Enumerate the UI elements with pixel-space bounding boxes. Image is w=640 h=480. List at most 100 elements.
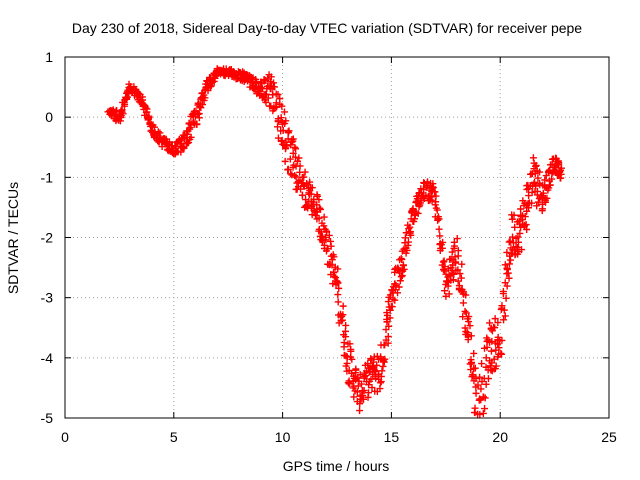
data-point-marker <box>470 349 478 357</box>
data-point-marker <box>296 162 304 170</box>
data-point-marker <box>339 302 347 310</box>
data-point-marker <box>458 260 466 268</box>
data-point-marker <box>556 174 564 182</box>
data-point-marker <box>287 170 295 178</box>
data-point-marker <box>330 253 338 261</box>
y-tick-label: 0 <box>45 109 53 125</box>
data-point-marker <box>434 216 442 224</box>
data-point-marker <box>512 243 520 251</box>
data-point-marker <box>369 358 377 366</box>
data-point-marker <box>523 225 531 233</box>
data-point-marker <box>346 340 354 348</box>
data-point-marker <box>439 258 447 266</box>
data-point-marker <box>472 389 480 397</box>
data-point-marker <box>343 359 351 367</box>
data-point-marker <box>385 322 393 330</box>
data-point-marker <box>262 98 270 106</box>
data-point-marker <box>400 265 408 273</box>
data-point-marker <box>457 274 465 282</box>
data-point-marker <box>533 202 541 210</box>
data-point-marker <box>476 395 484 403</box>
data-point-marker <box>377 372 385 380</box>
data-point-marker <box>518 246 526 254</box>
data-point-marker <box>357 380 365 388</box>
data-point-marker <box>513 243 521 251</box>
data-point-marker <box>381 341 389 349</box>
data-point-marker <box>367 375 375 383</box>
data-point-marker <box>396 277 404 285</box>
data-point-marker <box>476 410 484 418</box>
data-point-marker <box>503 265 511 273</box>
data-point-marker <box>404 238 412 246</box>
data-point-marker <box>325 231 333 239</box>
data-point-marker <box>478 360 486 368</box>
data-point-marker <box>334 279 342 287</box>
data-point-marker <box>368 384 376 392</box>
data-point-marker <box>406 223 414 231</box>
data-point-marker <box>511 223 519 231</box>
data-point-marker <box>517 205 525 213</box>
data-point-marker <box>292 173 300 181</box>
data-point-marker <box>503 248 511 256</box>
data-point-marker <box>498 336 506 344</box>
data-point-marker <box>342 352 350 360</box>
data-point-marker <box>283 142 291 150</box>
data-point-marker <box>488 359 496 367</box>
data-point-marker <box>464 336 472 344</box>
data-point-marker <box>264 94 272 102</box>
data-point-marker <box>490 323 498 331</box>
data-point-marker <box>459 313 467 321</box>
data-point-marker <box>313 192 321 200</box>
data-point-marker <box>459 299 467 307</box>
data-point-marker <box>300 173 308 181</box>
data-point-marker <box>461 324 469 332</box>
data-point-marker <box>453 235 461 243</box>
data-point-marker <box>476 373 484 381</box>
data-point-marker <box>436 232 444 240</box>
data-point-marker <box>289 135 297 143</box>
data-point-marker <box>348 355 356 363</box>
data-point-marker <box>187 133 195 141</box>
axis-ticks <box>64 56 610 419</box>
data-point-marker <box>350 393 358 401</box>
data-point-marker <box>521 213 529 221</box>
data-point-marker <box>469 371 477 379</box>
data-point-marker <box>120 102 128 110</box>
data-point-marker <box>497 349 505 357</box>
data-point-marker <box>454 266 462 274</box>
data-point-marker <box>356 400 364 408</box>
data-point-marker <box>341 327 349 335</box>
data-point-marker <box>414 209 422 217</box>
data-point-marker <box>291 143 299 151</box>
data-point-marker <box>322 236 330 244</box>
chart-title: Day 230 of 2018, Sidereal Day-to-day VTE… <box>72 20 582 36</box>
data-point-marker <box>383 318 391 326</box>
data-point-marker <box>536 168 544 176</box>
data-point-marker <box>438 244 446 252</box>
data-point-marker <box>548 175 556 183</box>
data-point-marker <box>277 114 285 122</box>
data-point-marker <box>514 238 522 246</box>
data-point-marker <box>384 332 392 340</box>
data-point-marker <box>386 314 394 322</box>
data-point-marker <box>262 90 270 98</box>
data-point-marker <box>441 287 449 295</box>
data-point-marker <box>384 339 392 347</box>
data-point-marker <box>492 362 500 370</box>
data-point-marker <box>420 195 428 203</box>
data-point-marker <box>295 154 303 162</box>
data-point-marker <box>450 238 458 246</box>
data-point-marker <box>494 333 502 341</box>
data-point-marker <box>403 246 411 254</box>
data-point-marker <box>490 355 498 363</box>
data-point-marker <box>541 182 549 190</box>
data-point-marker <box>394 289 402 297</box>
data-point-marker <box>531 178 539 186</box>
data-point-marker <box>195 110 203 118</box>
data-point-marker <box>291 172 299 180</box>
data-point-marker <box>505 260 513 268</box>
data-point-marker <box>281 157 289 165</box>
data-point-marker <box>204 87 212 95</box>
data-point-marker <box>431 188 439 196</box>
data-point-marker <box>502 294 510 302</box>
